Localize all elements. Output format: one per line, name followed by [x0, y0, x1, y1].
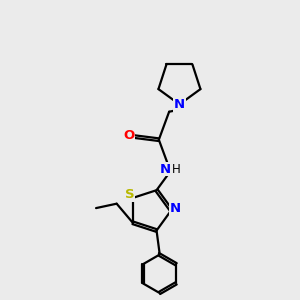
Text: N: N: [170, 202, 181, 215]
Text: O: O: [123, 129, 134, 142]
Text: N: N: [160, 163, 171, 176]
Text: S: S: [124, 188, 134, 202]
Text: N: N: [174, 98, 185, 111]
Text: H: H: [172, 163, 180, 176]
